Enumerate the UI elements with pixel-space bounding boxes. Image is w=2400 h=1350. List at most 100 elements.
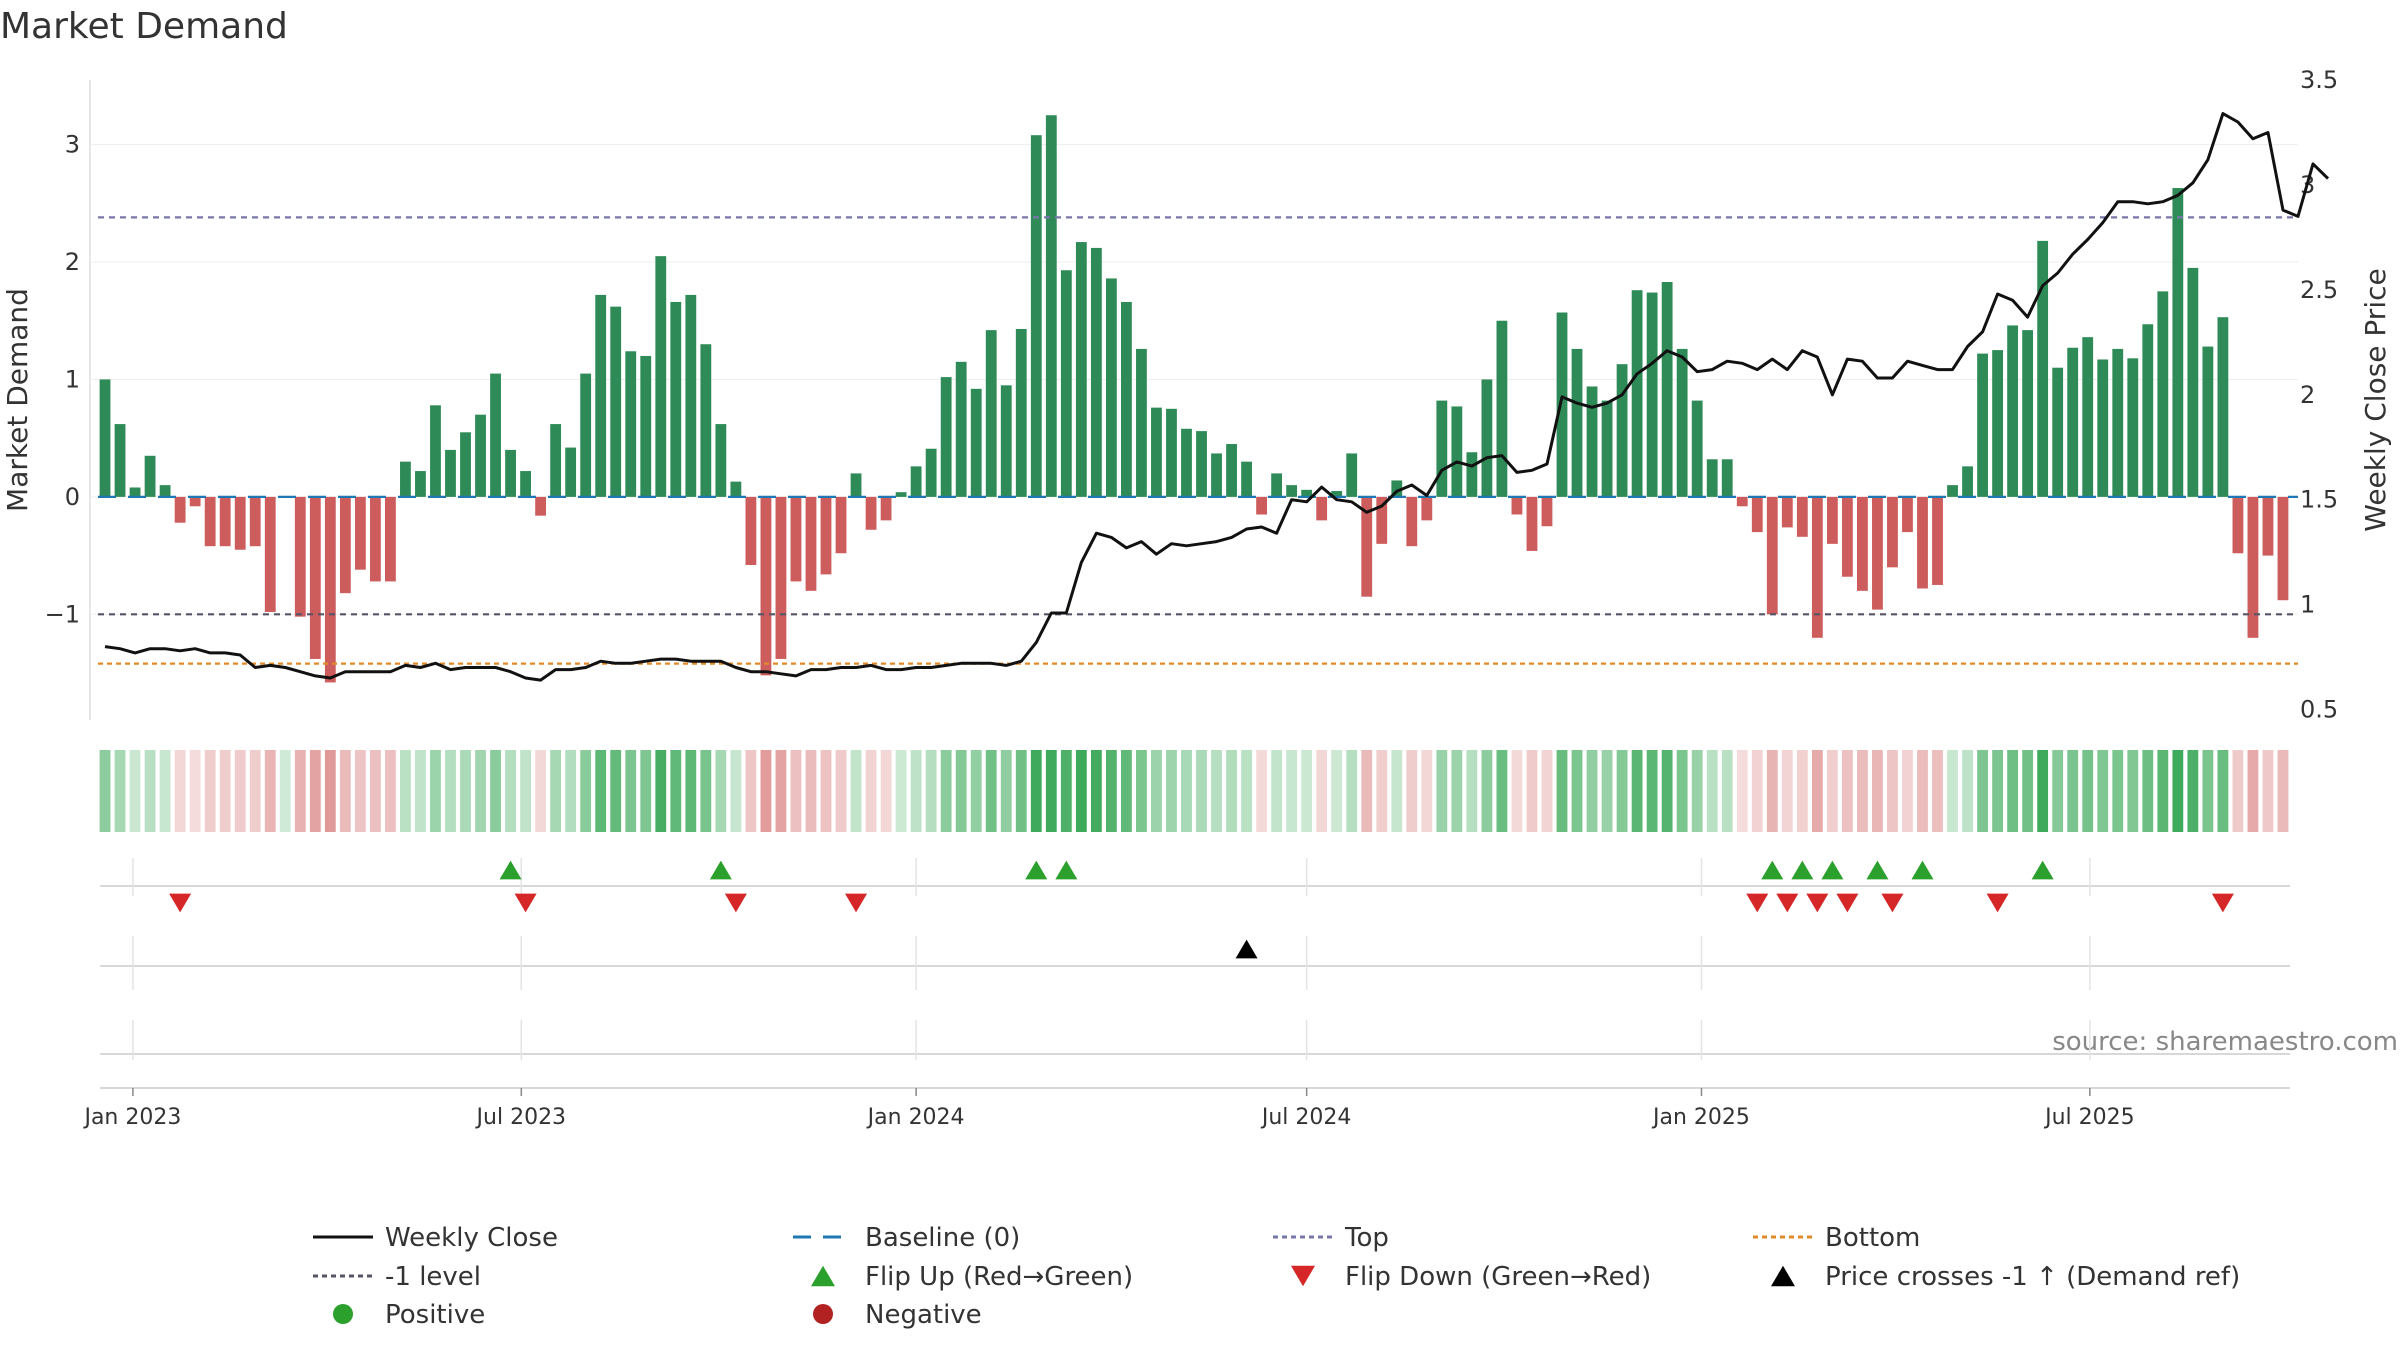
negative-bar <box>369 496 381 582</box>
positive-bar <box>730 481 742 497</box>
positive-bar <box>895 492 907 497</box>
negative-bar <box>324 496 336 683</box>
negative-bar <box>1932 496 1943 585</box>
legend-triangle-down-swatch <box>1291 1265 1315 1287</box>
heat-cell-positive <box>580 750 592 832</box>
legend: Weekly Close Baseline (0) Top Bottom -1 leve… <box>313 1223 2240 1330</box>
legend-label: Flip Up (Red→Green) <box>865 1262 1133 1292</box>
heat-cell-positive <box>1586 750 1598 832</box>
heat-cell-positive <box>129 750 141 832</box>
heat-cell-positive <box>460 750 471 832</box>
heat-cell-positive <box>1706 750 1718 832</box>
x-tick-label: Jul 2023 <box>475 1105 567 1130</box>
heat-cell-positive <box>700 750 712 832</box>
negative-bar <box>1736 496 1748 507</box>
positive-bar <box>625 351 637 497</box>
heat-cell-negative <box>820 750 832 832</box>
heat-cell-positive <box>610 750 622 832</box>
positive-bar <box>1075 242 1087 497</box>
heat-cell-positive <box>1346 750 1358 832</box>
heat-cell-positive <box>1962 750 1973 832</box>
negative-bar <box>790 496 802 582</box>
heat-cell-positive <box>1045 750 1057 832</box>
flip-down-marker <box>1746 893 1769 913</box>
heat-cell-positive <box>144 750 156 832</box>
negative-bar <box>1751 496 1763 533</box>
positive-bar <box>1045 115 1057 497</box>
x-tick-label: Jan 2025 <box>1651 1105 1750 1130</box>
heat-cell-positive <box>625 750 637 832</box>
heat-cell-positive <box>1466 750 1478 832</box>
negative-bar <box>1256 496 1267 515</box>
negative-bar <box>535 496 547 516</box>
heat-cell-negative <box>865 750 877 832</box>
heat-cell-positive <box>2052 750 2064 832</box>
positive-bar <box>610 306 622 497</box>
positive-bar <box>685 294 697 497</box>
positive-bar <box>1571 348 1583 497</box>
positive-bar <box>1977 353 1988 497</box>
heat-cell-positive <box>1947 750 1958 832</box>
positive-bar <box>2172 188 2184 497</box>
negative-bar <box>1361 496 1373 597</box>
positive-bar <box>2142 324 2154 497</box>
heat-cell-positive <box>279 750 291 832</box>
heat-cell-positive <box>1601 750 1613 832</box>
heat-cell-positive <box>2217 750 2229 832</box>
positive-bar <box>144 455 156 497</box>
positive-bar <box>430 405 441 497</box>
legend-item: Flip Up (Red→Green) <box>811 1262 1133 1292</box>
positive-bar <box>2157 291 2169 497</box>
heat-cell-positive <box>595 750 607 832</box>
heat-cell-negative <box>760 750 772 832</box>
positive-bar <box>655 256 667 497</box>
heat-cell-positive <box>1676 750 1688 832</box>
negative-bar <box>820 496 832 575</box>
negative-bar <box>1811 496 1823 638</box>
heat-cell-positive <box>1181 750 1192 832</box>
negative-bar <box>1766 496 1778 615</box>
heat-cell-negative <box>204 750 216 832</box>
heat-cell-negative <box>1406 750 1418 832</box>
negative-bar <box>2262 496 2274 556</box>
left-tick-label: −1 <box>45 600 80 628</box>
heat-cell-negative <box>1902 750 1913 832</box>
heat-cell-positive <box>1391 750 1403 832</box>
heat-cell-positive <box>1496 750 1508 832</box>
heat-cell-negative <box>1857 750 1868 832</box>
flip-down-marker <box>1986 893 2009 913</box>
left-tick-label: 0 <box>65 483 80 511</box>
heat-cell-positive <box>1015 750 1027 832</box>
heat-cell-positive <box>1211 750 1222 832</box>
positive-bar <box>925 448 937 497</box>
heat-cell-negative <box>1511 750 1523 832</box>
positive-bar <box>955 361 967 497</box>
flip-up-marker <box>499 860 522 880</box>
demand-heat-strip <box>99 750 2289 832</box>
heat-cell-negative <box>1526 750 1538 832</box>
legend-label: Flip Down (Green→Red) <box>1345 1262 1651 1292</box>
positive-bar <box>400 461 411 497</box>
heat-cell-negative <box>835 750 847 832</box>
legend-label: Bottom <box>1825 1223 1920 1253</box>
heat-cell-positive <box>1451 750 1463 832</box>
heat-cell-positive <box>2007 750 2019 832</box>
heat-cell-positive <box>2142 750 2154 832</box>
heat-cell-positive <box>475 750 486 832</box>
date-axis: Jan 2023 Jul 2023 Jan 2024 Jul 2024 Jan 2025… <box>82 1088 2135 1130</box>
legend-item: Price crosses -1 ↑ (Demand ref) <box>1771 1262 2240 1292</box>
negative-bar <box>204 496 216 547</box>
heat-cell-negative <box>2232 750 2244 832</box>
heat-cell-negative <box>1421 750 1433 832</box>
heat-cell-positive <box>2202 750 2214 832</box>
heat-cell-negative <box>324 750 336 832</box>
right-tick-label: 0.5 <box>2300 696 2338 724</box>
heat-cell-negative <box>2247 750 2259 832</box>
flip-up-marker <box>1761 860 1784 880</box>
heat-cell-positive <box>550 750 562 832</box>
heat-cell-positive <box>2022 750 2034 832</box>
positive-bar <box>1151 407 1162 497</box>
legend-item: Positive <box>333 1300 485 1330</box>
heat-cell-positive <box>1030 750 1042 832</box>
